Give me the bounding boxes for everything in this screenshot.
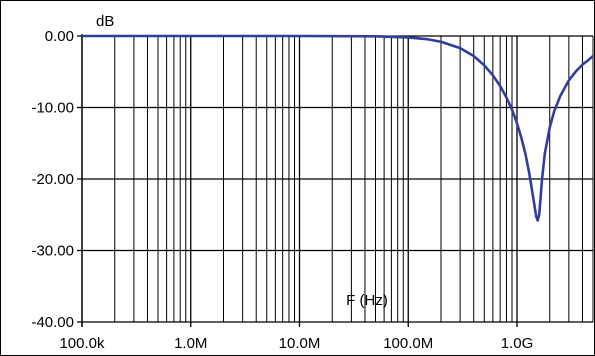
series-line: [82, 34, 594, 222]
y-tick-label: -10.00: [31, 100, 74, 117]
y-tick-label: -40.00: [31, 314, 74, 331]
x-tick-label: 1.0M: [174, 335, 207, 352]
y-tick-label: 0.00: [45, 28, 74, 45]
y-tick-label: -30.00: [31, 243, 74, 260]
x-tick-label: 1.0G: [501, 335, 534, 352]
tick-labels: 100.0k 1.0M 10.0M 100.0M 1.0G 0.00 -10.00 -20.0…: [31, 28, 533, 352]
x-tick-label: 100.0k: [59, 335, 105, 352]
y-tick-label: -20.00: [31, 171, 74, 188]
x-tick-label: 100.0M: [383, 335, 433, 352]
major-gridlines: [77, 34, 593, 327]
y-axis-label: dB: [96, 13, 114, 30]
x-axis-label: F (Hz): [346, 292, 388, 309]
x-tick-label: 10.0M: [279, 335, 321, 352]
